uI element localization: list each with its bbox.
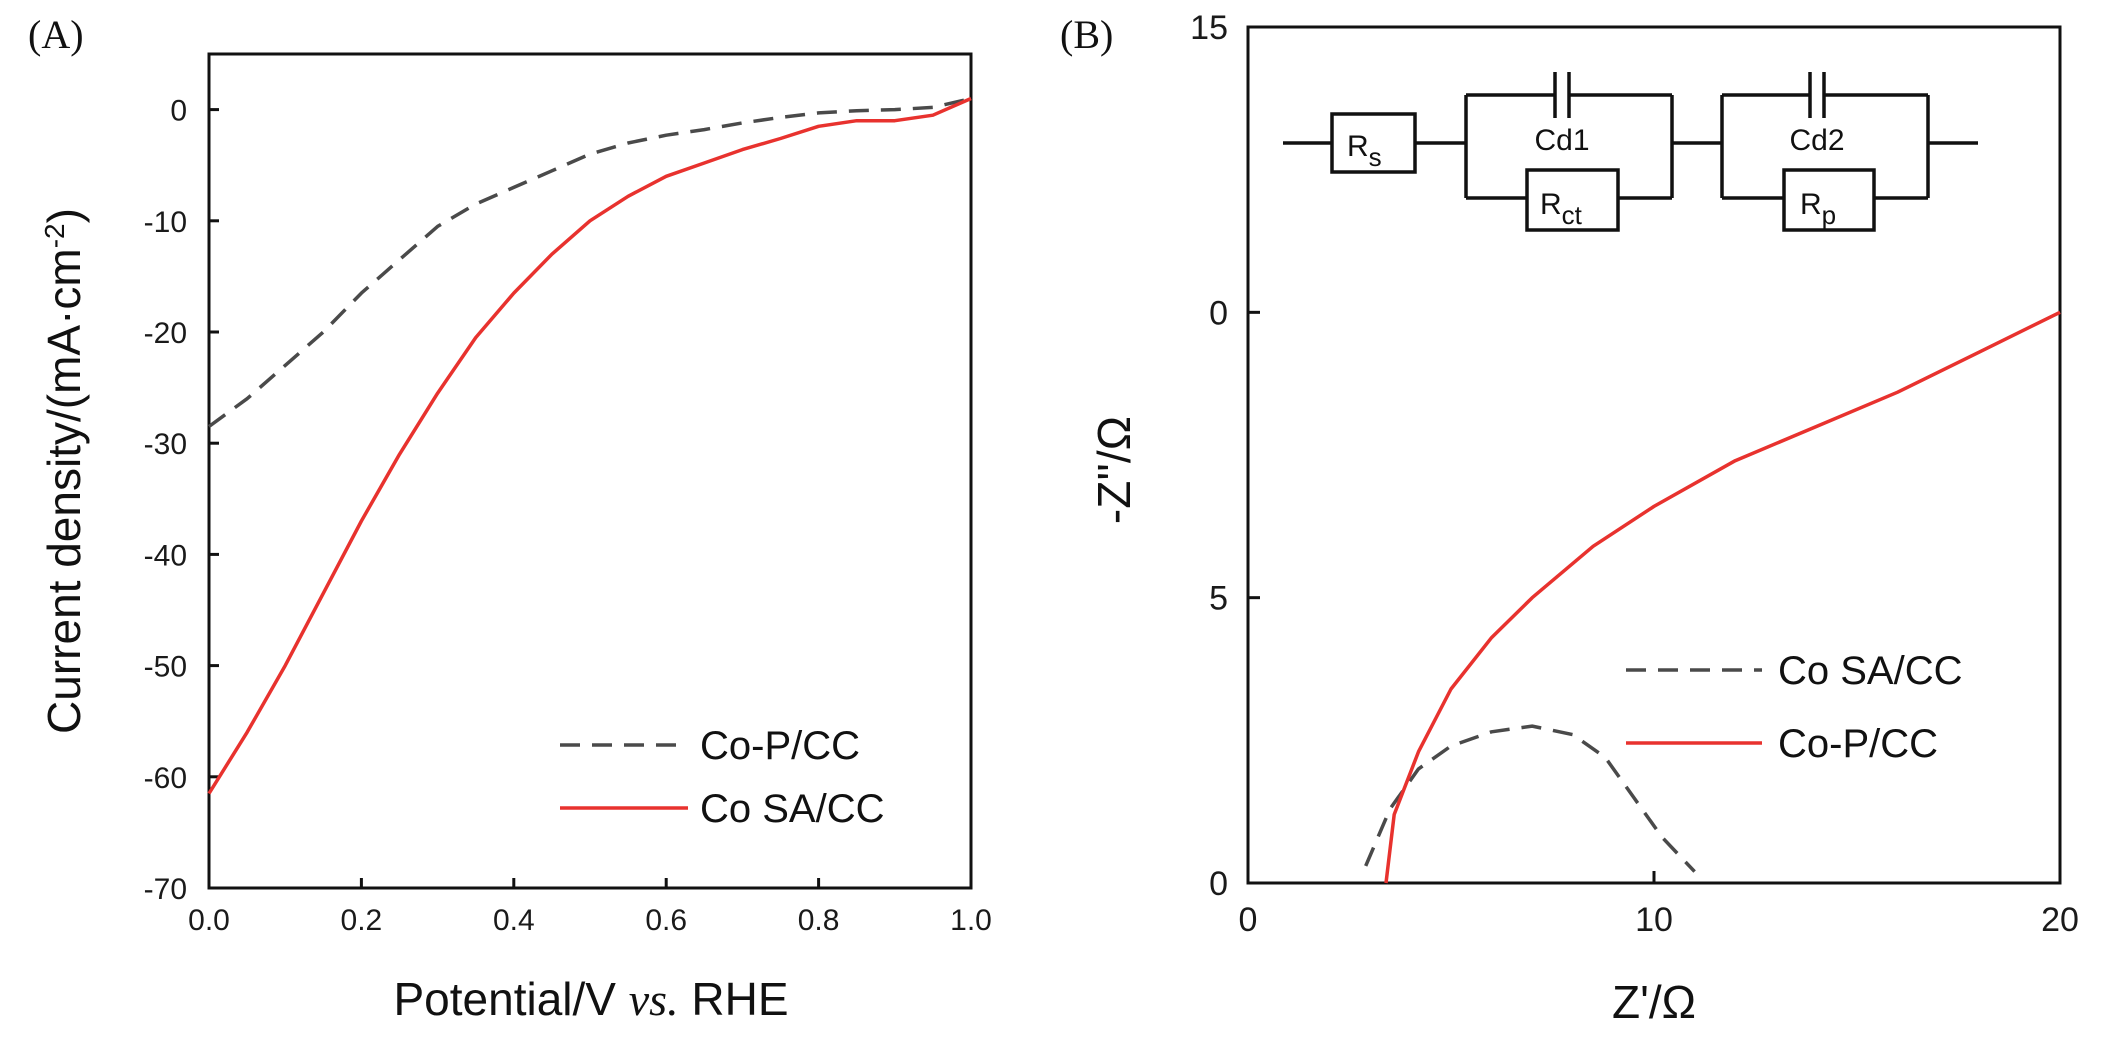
panel-b-series-co-sa-cc (1364, 724, 1696, 873)
panel-a-xlabel-italic: vs. (629, 974, 679, 1025)
panel-a-ytick-label: -50 (144, 651, 187, 684)
panel-b-series (1364, 310, 2061, 884)
panel-a-ylabel-sup: -2 (39, 223, 70, 248)
panel-a-series (207, 96, 972, 795)
panel-a-series-co-sa-cc (207, 96, 972, 795)
panel-a-ylabel-end: ) (38, 208, 90, 223)
panel-b-xtick-label: 0 (1239, 901, 1258, 939)
circuit-rp-box (1782, 168, 1876, 232)
circuit-cd2-label: Cd2 (1789, 124, 1844, 157)
panel-a-label: (A) (28, 12, 84, 57)
panel-a-ytick-label: -20 (144, 317, 187, 350)
panel-b-ytick-label: 0 (1209, 865, 1228, 903)
panel-a-x-axis: 0.0 0.2 0.4 0.6 0.8 1.0 (188, 878, 992, 937)
panel-b-y-axis: 0 5 0 15 (1190, 9, 1260, 903)
panel-a-ytick-label: -70 (144, 873, 187, 906)
panel-b-legend-co-p-cc: Co-P/CC (1778, 722, 1938, 766)
panel-a-ytick-label: -30 (144, 428, 187, 461)
panel-b-ytick-label: 0 (1209, 294, 1228, 332)
panel-b-ytick-label: 15 (1190, 9, 1228, 47)
panel-a-xtick-label: 1.0 (950, 904, 992, 937)
circuit-rct-sub: ct (1562, 200, 1583, 230)
panel-a-xlabel-suffix: RHE (679, 973, 789, 1025)
circuit-rp-main: R (1800, 188, 1822, 221)
panel-a-xlabel-prefix: Potential/V (394, 973, 629, 1025)
panel-b-xlabel: Z'/Ω (1612, 976, 1696, 1028)
panel-a-ytick-label: 0 (170, 95, 187, 128)
panel-a-series-co-p-cc (207, 96, 972, 428)
panel-a-xtick-label: 0.0 (188, 904, 230, 937)
panel-a-plot-frame (207, 52, 973, 890)
circuit-rct-main: R (1540, 188, 1562, 221)
panel-a-xtick-label: 0.4 (493, 904, 535, 937)
panel-a-ytick-label: -40 (144, 539, 187, 572)
circuit-rs-main: R (1347, 130, 1369, 163)
circuit-rs-label: Rs (1347, 130, 1382, 172)
panel-b-label: (B) (1060, 12, 1113, 57)
panel-a-legend-co-sa-cc: Co SA/CC (700, 787, 885, 831)
circuit-labels: Rs Cd1 Rct Cd2 Rp (1347, 124, 1845, 230)
circuit-rs-sub: s (1369, 142, 1382, 172)
circuit-cd1-label: Cd1 (1534, 124, 1589, 157)
panel-b-ylabel: -Z''/Ω (1088, 416, 1140, 524)
panel-b-series-co-p-cc (1384, 310, 2061, 884)
circuit-rp-sub: p (1822, 200, 1836, 230)
panel-a-ytick-label: -60 (144, 762, 187, 795)
panel-a-xtick-label: 0.2 (341, 904, 383, 937)
panel-b-xtick-label: 20 (2041, 901, 2079, 939)
circuit-rct-label: Rct (1540, 188, 1583, 230)
panel-a-legend: Co-P/CC Co SA/CC (560, 724, 885, 831)
panel-b-xtick-label: 10 (1635, 901, 1673, 939)
circuit-rct-box (1525, 168, 1620, 232)
panel-a-ylabel-text: Current density/(mA·cm (38, 248, 90, 734)
panel-a: (A) 0.0 0.2 0.4 0.6 0.8 1.0 0 -10 -20 -30 -40 -50 -… (28, 12, 992, 1025)
panel-b: (B) 0 10 20 0 5 0 15 -Z''/Ω Z'/Ω Co SA/CC Co-… (1060, 9, 2079, 1028)
panel-a-ytick-label: -10 (144, 206, 187, 239)
panel-a-xtick-label: 0.6 (645, 904, 687, 937)
panel-a-xtick-label: 0.8 (798, 904, 840, 937)
panel-a-xlabel: Potential/V vs. RHE (394, 973, 789, 1025)
circuit-rp-label: Rp (1800, 188, 1836, 230)
panel-b-legend-co-sa-cc: Co SA/CC (1778, 649, 1963, 693)
panel-a-legend-co-p-cc: Co-P/CC (700, 724, 860, 768)
panel-b-ytick-label: 5 (1209, 580, 1228, 618)
panel-b-x-axis: 0 10 20 (1239, 871, 2079, 939)
panel-a-y-axis: 0 -10 -20 -30 -40 -50 -60 -70 (144, 95, 219, 906)
circuit-diagram (1283, 72, 1978, 232)
panel-a-ylabel: Current density/(mA·cm-2) (38, 208, 90, 734)
panel-b-legend: Co SA/CC Co-P/CC (1626, 649, 1963, 766)
